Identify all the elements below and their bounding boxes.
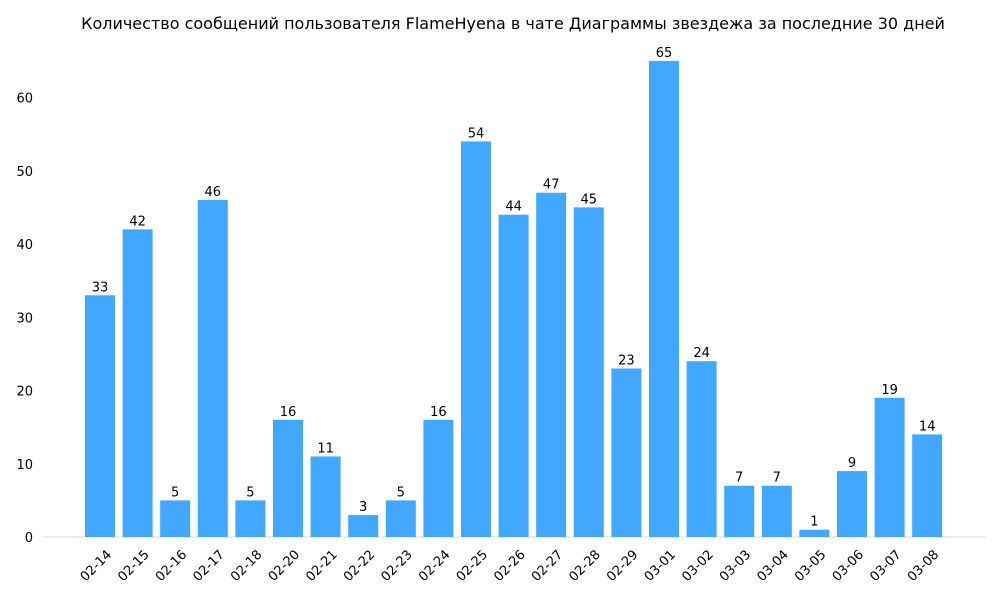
bar xyxy=(310,456,341,537)
bar-value-label: 47 xyxy=(543,178,560,193)
bar xyxy=(874,397,905,537)
x-axis: 02-14 02-15 02-16 02-17 02-18 02-20 02-21 02-22… xyxy=(78,547,943,584)
bar-value-label: 11 xyxy=(317,441,334,456)
bar xyxy=(273,419,303,537)
x-tick-label: 02-20 xyxy=(266,547,303,584)
bar-value-label: 65 xyxy=(656,46,673,61)
bar xyxy=(461,141,491,537)
bar xyxy=(649,60,679,537)
x-tick-label: 02-27 xyxy=(529,547,566,584)
x-tick-label: 02-16 xyxy=(153,547,190,584)
x-tick-label: 02-22 xyxy=(341,547,378,584)
bar-value-label: 24 xyxy=(693,346,710,361)
x-tick-label: 02-17 xyxy=(191,547,228,584)
x-tick-label: 03-06 xyxy=(830,547,867,584)
bar xyxy=(761,485,792,537)
x-tick-label: 02-23 xyxy=(379,547,416,584)
bar-value-label: 16 xyxy=(280,405,297,420)
bar xyxy=(498,214,529,537)
y-axis: 0 10 20 30 40 50 60 xyxy=(16,92,33,547)
y-tick-label: 0 xyxy=(25,531,33,546)
bar xyxy=(837,471,867,537)
bar xyxy=(122,229,153,537)
bar-value-label: 42 xyxy=(129,214,146,229)
chart-title: Количество сообщений пользователя FlameH… xyxy=(81,14,945,33)
x-tick-label: 03-07 xyxy=(867,547,904,584)
bar xyxy=(235,500,266,537)
x-tick-label: 03-02 xyxy=(679,547,716,584)
bar xyxy=(912,434,943,537)
bar-value-label: 45 xyxy=(581,192,598,207)
y-tick-label: 30 xyxy=(16,311,33,326)
bar xyxy=(423,419,454,537)
y-tick-label: 40 xyxy=(16,238,33,253)
bar-value-label: 9 xyxy=(848,456,856,471)
bar xyxy=(686,361,717,537)
bar xyxy=(385,500,416,537)
bar xyxy=(536,192,567,537)
bar-value-label: 1 xyxy=(810,515,818,530)
x-tick-label: 02-26 xyxy=(491,547,528,584)
bar-value-label: 16 xyxy=(430,405,447,420)
bar xyxy=(197,200,228,538)
bar xyxy=(85,295,115,537)
bar-value-label: 7 xyxy=(735,471,743,486)
bars-group xyxy=(85,60,943,538)
x-tick-label: 02-18 xyxy=(228,547,265,584)
bar-value-label: 23 xyxy=(618,354,635,369)
bar-value-label: 14 xyxy=(919,419,936,434)
x-tick-label: 03-03 xyxy=(717,547,754,584)
y-tick-label: 20 xyxy=(16,385,33,400)
x-tick-label: 02-25 xyxy=(454,547,491,584)
bar xyxy=(799,529,830,537)
bar xyxy=(573,207,604,537)
y-tick-label: 60 xyxy=(16,92,33,107)
x-tick-label: 03-08 xyxy=(905,547,942,584)
x-tick-label: 03-01 xyxy=(642,547,679,584)
bar-value-label: 19 xyxy=(881,383,898,398)
y-tick-label: 50 xyxy=(16,165,33,180)
bar-value-label: 33 xyxy=(92,280,109,295)
x-tick-label: 02-24 xyxy=(416,547,453,584)
x-tick-label: 02-15 xyxy=(115,547,152,584)
bar-value-label: 54 xyxy=(468,126,485,141)
bar xyxy=(611,368,642,537)
x-tick-label: 02-21 xyxy=(303,547,340,584)
bar xyxy=(348,515,379,537)
bar-value-label: 5 xyxy=(397,485,405,500)
bar-value-label: 46 xyxy=(205,185,222,200)
bar-value-label: 3 xyxy=(359,500,367,515)
x-tick-label: 03-05 xyxy=(792,547,829,584)
x-tick-label: 03-04 xyxy=(755,547,792,584)
bar-value-label: 5 xyxy=(246,485,254,500)
x-tick-label: 02-14 xyxy=(78,547,115,584)
bar xyxy=(160,500,191,537)
x-tick-label: 02-29 xyxy=(604,547,641,584)
bar xyxy=(724,485,755,537)
bar-value-label: 44 xyxy=(505,200,522,215)
y-tick-label: 10 xyxy=(16,458,33,473)
bar-value-label: 5 xyxy=(171,485,179,500)
bar-value-label: 7 xyxy=(773,471,781,486)
x-tick-label: 02-28 xyxy=(567,547,604,584)
